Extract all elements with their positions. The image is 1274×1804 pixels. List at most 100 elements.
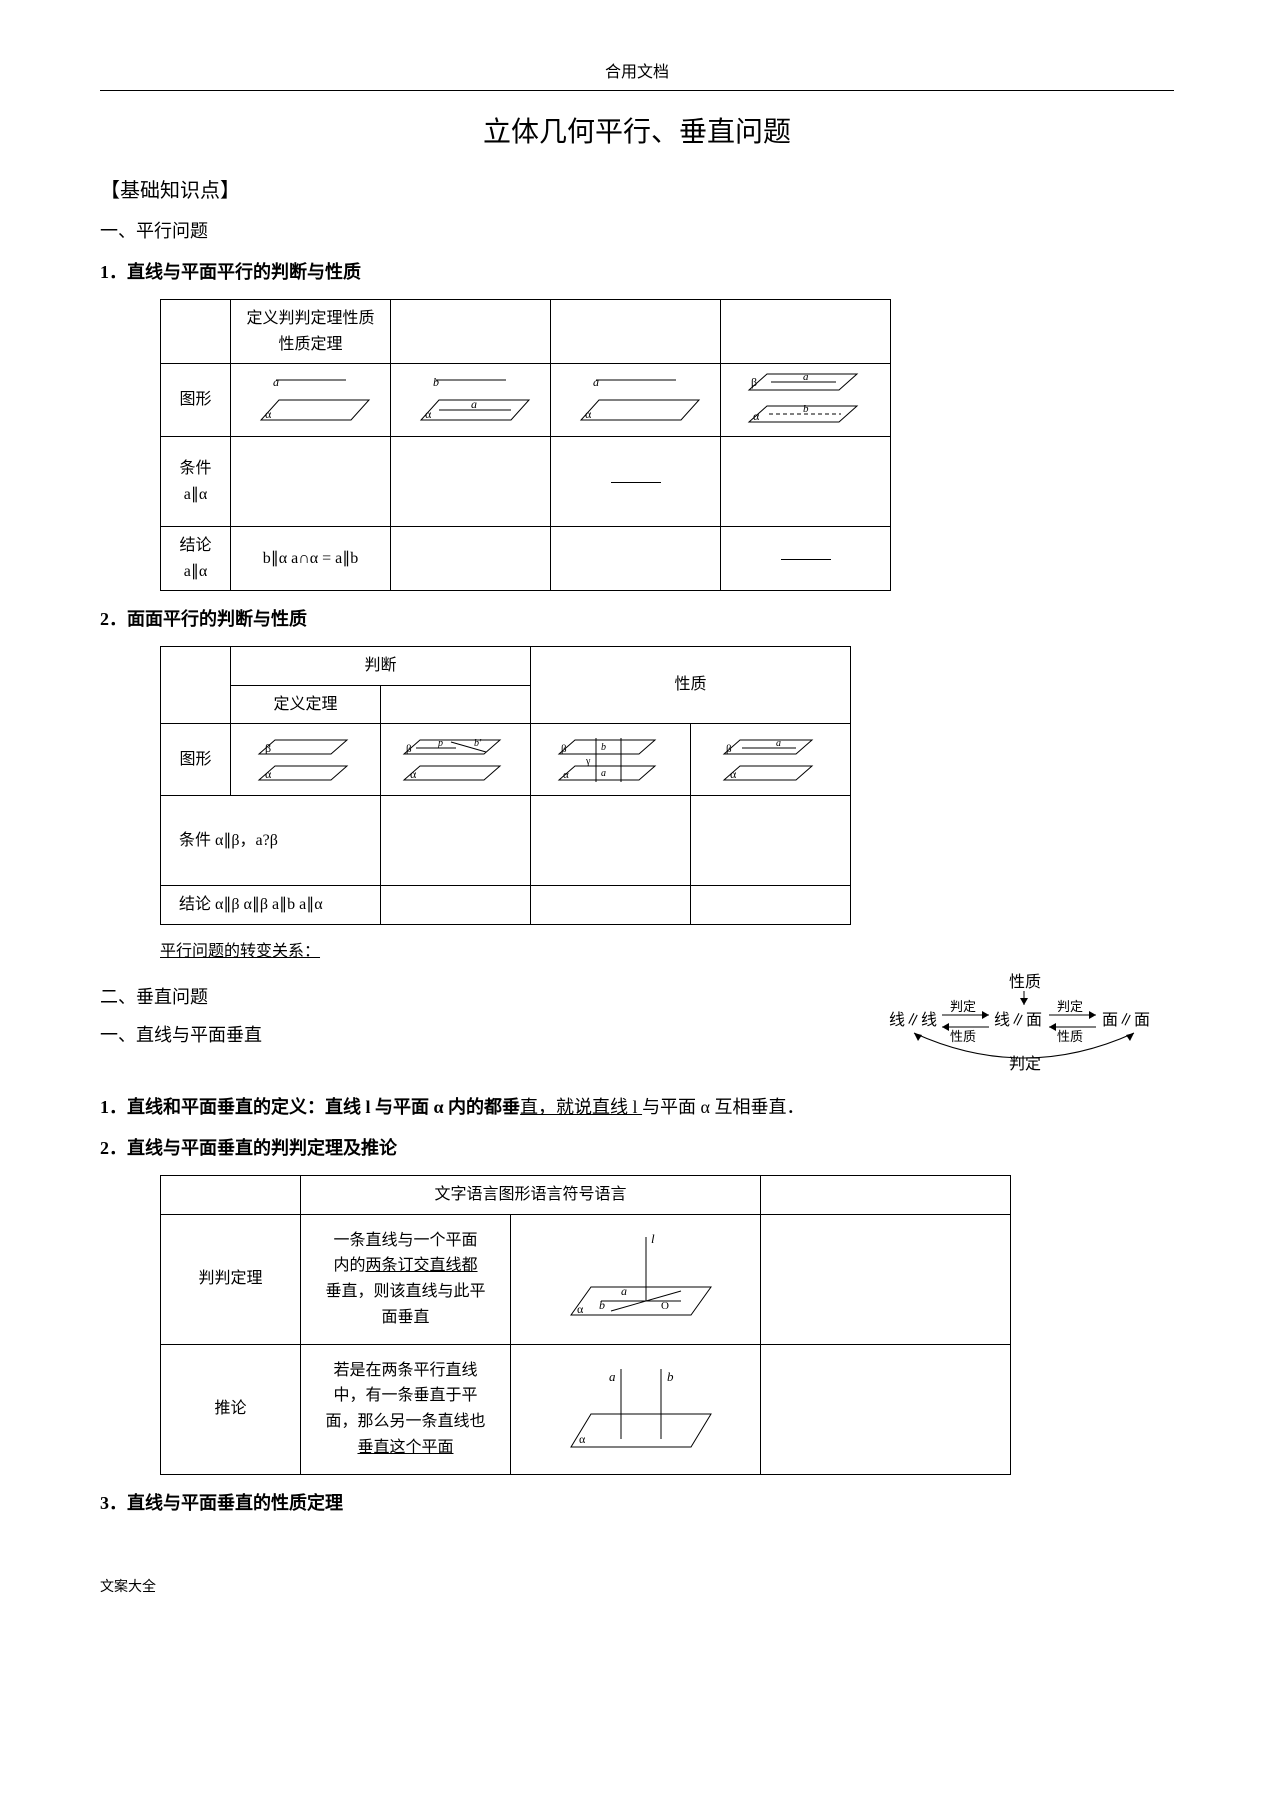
doc-header-label: 合用文档 <box>100 60 1174 86</box>
t2-r2c2 <box>531 796 691 886</box>
svg-text:判定: 判定 <box>1009 1055 1041 1073</box>
svg-text:l: l <box>651 1231 655 1246</box>
page-footer: 文案大全 <box>100 1577 1174 1599</box>
t2-shape-4: β a α <box>691 724 851 796</box>
svg-text:α: α <box>265 767 272 781</box>
t2-r3c3 <box>691 886 851 925</box>
t3-r2c0: 推论 <box>161 1344 301 1474</box>
relations-svg: 性质 线∥线 线∥面 面∥面 判定 性质 判定 性质 判定 <box>884 973 1164 1073</box>
t1-r0c2 <box>391 299 551 363</box>
svg-text:线∥线: 线∥线 <box>889 1011 937 1029</box>
svg-text:判定: 判定 <box>950 999 976 1014</box>
svg-text:判定: 判定 <box>1057 999 1083 1014</box>
two-planes-cut-icon: β b α a γ <box>551 734 671 786</box>
item-1: 1．直线与平面平行的判断与性质 <box>100 258 1174 287</box>
two-planes-icon: β a b α <box>741 370 871 430</box>
svg-text:a: a <box>601 768 606 779</box>
svg-text:α: α <box>265 407 272 421</box>
svg-text:α: α <box>577 1302 584 1316</box>
t2-h-judge: 判断 <box>231 647 531 686</box>
t2-r2c1 <box>381 796 531 886</box>
svg-text:α: α <box>425 407 432 421</box>
t1-shape-2: b a α <box>391 364 551 437</box>
table-line-plane-parallel: 定义判判定理性质性质定理 图形 a α b a α <box>160 299 891 591</box>
t2-h-def: 定义定理 <box>231 685 381 724</box>
table-plane-plane-parallel: 判断 性质 定义定理 图形 β α β p b' α <box>160 646 851 925</box>
perp-item-2: 2．直线与平面垂直的判判定理及推论 <box>100 1134 1174 1163</box>
t3-shape-1: l a b O α <box>511 1214 761 1344</box>
t1-r2c3 <box>551 437 721 527</box>
svg-text:b: b <box>803 403 809 415</box>
t1-r0c3 <box>551 299 721 363</box>
t1-r3c3 <box>551 527 721 591</box>
t2-h-blank <box>161 647 231 724</box>
svg-text:α: α <box>753 409 760 423</box>
t3-shape-2: a b α <box>511 1344 761 1474</box>
table-line-plane-perp: 文字语言图形语言符号语言 判判定理 一条直线与一个平面内的两条订交直线都垂直，则… <box>160 1175 1011 1475</box>
t3-h-blank <box>161 1175 301 1214</box>
section-heading: 【基础知识点】 <box>100 175 1174 207</box>
parallelogram-icon: b a α <box>411 372 531 428</box>
perp-item-3: 3．直线与平面垂直的性质定理 <box>100 1489 1174 1518</box>
svg-text:β: β <box>265 741 271 755</box>
relations-diagram: 性质 线∥线 线∥面 面∥面 判定 性质 判定 性质 判定 <box>874 973 1174 1082</box>
svg-text:α: α <box>410 767 417 781</box>
svg-text:β: β <box>726 743 732 755</box>
subsection-perp: 二、垂直问题 <box>100 983 844 1012</box>
t3-r1c3 <box>761 1214 1011 1344</box>
t1-r1c0: 图形 <box>161 364 231 437</box>
svg-text:b: b <box>667 1369 674 1384</box>
svg-text:b': b' <box>474 738 482 749</box>
svg-text:b: b <box>601 742 606 753</box>
svg-text:β: β <box>561 743 567 755</box>
t2-h-blank2 <box>381 685 531 724</box>
t3-r2c1: 若是在两条平行直线中，有一条垂直于平面，那么另一条直线也垂直这个平面 <box>301 1344 511 1474</box>
svg-text:β: β <box>751 375 757 389</box>
t1-r2c4 <box>721 437 891 527</box>
perp-theorem-icon: l a b O α <box>551 1229 721 1329</box>
subsection-parallel: 一、平行问题 <box>100 217 1174 246</box>
t1-r3c0: 结论 a∥α <box>161 527 231 591</box>
t1-shape-3: a α <box>551 364 721 437</box>
perp-def: 1．直线和平面垂直的定义：直线 l 与平面 α 内的都垂直，就说直线 l 与平面… <box>100 1093 1174 1122</box>
t2-shape-1: β α <box>231 724 381 796</box>
perp-def-prefix: 1．直线和平面垂直的定义：直线 l 与平面 α 内的都垂 <box>100 1097 520 1117</box>
t1-r3c4 <box>721 527 891 591</box>
parallelogram-icon: a α <box>571 372 701 428</box>
svg-text:b: b <box>599 1298 605 1312</box>
t2-r2c3 <box>691 796 851 886</box>
svg-text:线∥面: 线∥面 <box>994 1011 1042 1029</box>
svg-text:p: p <box>437 738 443 749</box>
t3-r1c1: 一条直线与一个平面内的两条订交直线都垂直，则该直线与此平面垂直 <box>301 1214 511 1344</box>
two-planes-icon: β α <box>251 734 361 786</box>
blank-line <box>611 482 661 483</box>
t3-r2c3 <box>761 1344 1011 1474</box>
t3-h-blank2 <box>761 1175 1011 1214</box>
t2-r3c2 <box>531 886 691 925</box>
t1-r0c0 <box>161 299 231 363</box>
perp-def-suffix: 与平面 α 互相垂直． <box>642 1097 804 1117</box>
svg-text:性质: 性质 <box>1009 973 1041 991</box>
svg-text:性质: 性质 <box>950 1029 976 1044</box>
svg-text:β: β <box>406 743 412 755</box>
t1-shape-1: a α <box>231 364 391 437</box>
t2-r3c0: 结论 α∥β α∥β a∥b a∥α <box>161 886 381 925</box>
blank-line <box>781 559 831 560</box>
t3-h-text: 文字语言图形语言符号语言 <box>301 1175 761 1214</box>
t1-r2c2 <box>391 437 551 527</box>
t1-r3c1: b∥α a∩α = a∥b <box>231 527 391 591</box>
two-planes-lines-icon: β p b' α <box>396 734 516 786</box>
subsection-perp-a: 一、直线与平面垂直 <box>100 1021 844 1050</box>
t1-shape-4: β a b α <box>721 364 891 437</box>
item-2: 2．面面平行的判断与性质 <box>100 605 1174 634</box>
t2-shape-2: β p b' α <box>381 724 531 796</box>
svg-text:a: a <box>776 738 781 749</box>
relations-note: 平行问题的转变关系： <box>160 939 1174 965</box>
svg-text:α: α <box>585 407 592 421</box>
svg-text:O: O <box>661 1300 669 1312</box>
svg-text:α: α <box>730 767 737 781</box>
svg-text:γ: γ <box>585 756 591 767</box>
header-rule <box>100 90 1174 91</box>
two-planes-line-icon: β a α <box>716 734 826 786</box>
svg-text:α: α <box>579 1432 586 1446</box>
